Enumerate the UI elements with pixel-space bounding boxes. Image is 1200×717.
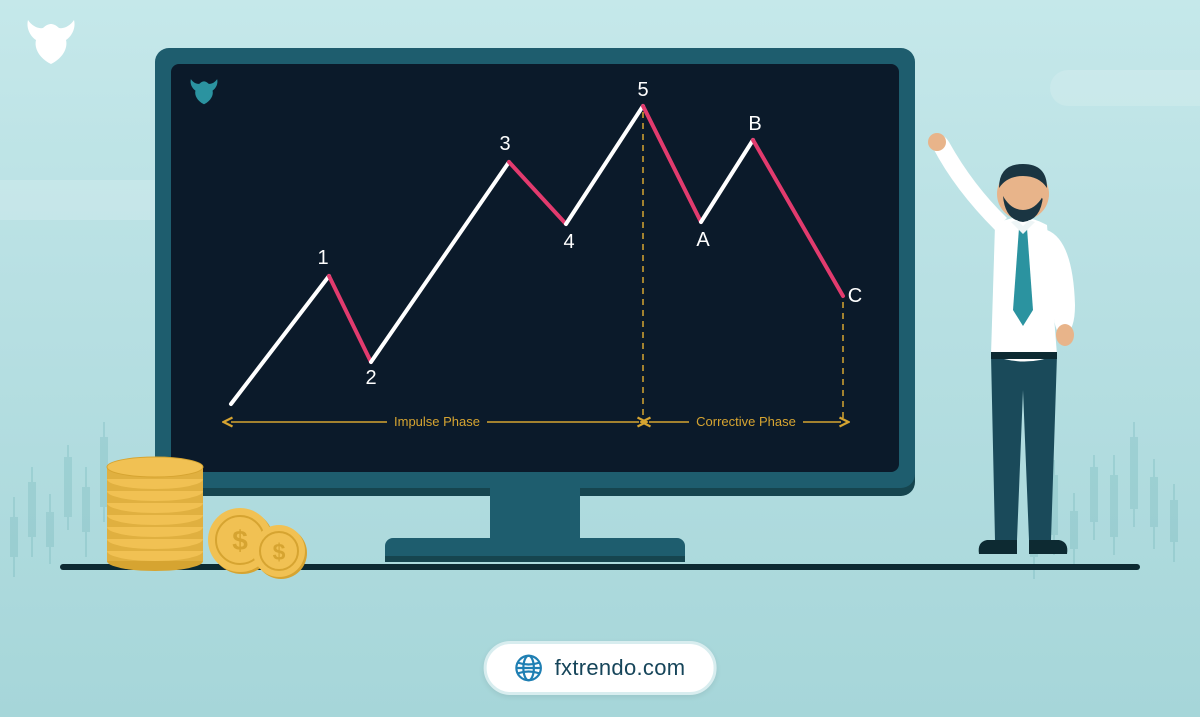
cloud (0, 180, 180, 220)
wave-label-5: 5 (637, 79, 648, 101)
cloud (1050, 70, 1200, 106)
wave-0-1 (231, 276, 329, 404)
site-badge-text: fxtrendo.com (555, 655, 686, 681)
wave-b-c (753, 140, 843, 296)
wave-label-1: 1 (317, 247, 328, 269)
wave-label-a: A (696, 229, 710, 251)
businessman-icon (925, 130, 1115, 570)
wave-3-4 (509, 162, 566, 224)
elliott-wave-chart: 1 2 3 4 5 A B C Impulse Phase Corrective… (171, 64, 899, 472)
wave-a-b (701, 140, 753, 222)
svg-text:$: $ (232, 525, 248, 556)
monitor-base (385, 538, 685, 556)
impulse-phase-label: Impulse Phase (394, 414, 480, 429)
svg-text:$: $ (273, 539, 286, 565)
wave-label-3: 3 (499, 133, 510, 155)
monitor-neck (490, 488, 580, 538)
bull-logo-icon (22, 18, 80, 74)
wave-label-b: B (748, 113, 761, 135)
coins-icon: $ $ (100, 455, 330, 580)
monitor-screen: 1 2 3 4 5 A B C Impulse Phase Corrective… (171, 64, 899, 472)
wave-label-c: C (848, 285, 862, 307)
globe-icon (515, 654, 543, 682)
wave-label-2: 2 (365, 367, 376, 389)
site-badge: fxtrendo.com (484, 641, 717, 695)
wave-4-5 (566, 106, 643, 224)
wave-1-2 (329, 276, 371, 362)
wave-2-3 (371, 162, 509, 362)
monitor-bezel: 1 2 3 4 5 A B C Impulse Phase Corrective… (155, 48, 915, 488)
wave-5-a (643, 106, 701, 222)
corrective-phase-label: Corrective Phase (696, 414, 796, 429)
wave-label-4: 4 (563, 231, 574, 253)
